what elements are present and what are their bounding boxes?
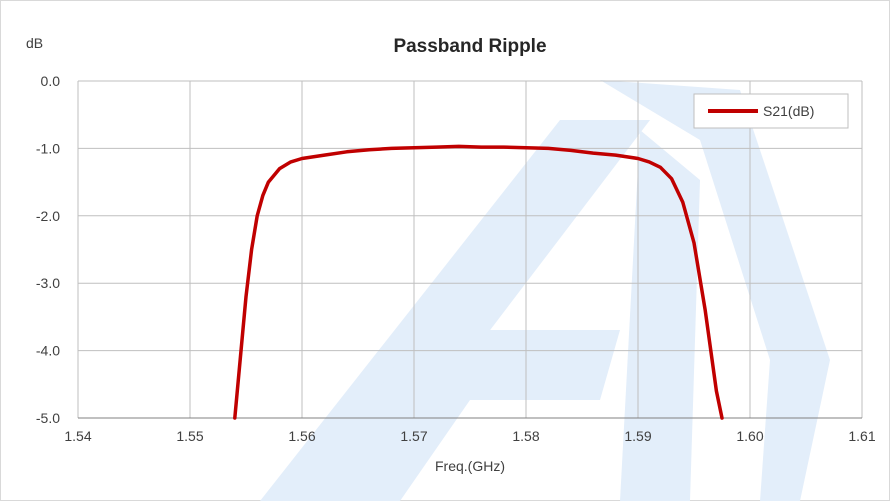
- y-tick-label: -3.0: [36, 275, 60, 291]
- y-tick-label: -4.0: [36, 343, 60, 359]
- legend: S21(dB): [693, 93, 849, 129]
- y-tick-label: -2.0: [36, 208, 60, 224]
- x-tick-label: 1.60: [736, 428, 763, 444]
- y-tick-label: -5.0: [36, 410, 60, 426]
- x-axis-label: Freq.(GHz): [435, 458, 505, 474]
- x-tick-label: 1.57: [400, 428, 427, 444]
- y-tick-label: 0.0: [41, 73, 61, 89]
- x-tick-label: 1.58: [512, 428, 539, 444]
- x-tick-label: 1.54: [64, 428, 91, 444]
- x-tick-label: 1.61: [848, 428, 875, 444]
- x-tick-label: 1.56: [288, 428, 315, 444]
- series-line-s21: [233, 144, 724, 420]
- x-tick-label: 1.55: [176, 428, 203, 444]
- chart-title: Passband Ripple: [393, 36, 546, 57]
- tick-labels: 1.54 1.55 1.56 1.57 1.58 1.59 1.60 1.61 0.0 -1.0 -…: [36, 73, 876, 444]
- y-tick-label: -1.0: [36, 140, 60, 156]
- x-tick-label: 1.59: [624, 428, 651, 444]
- legend-label: S21(dB): [763, 103, 814, 119]
- watermark-logo: [260, 80, 830, 501]
- series-layer: [233, 144, 724, 420]
- y-axis-label: dB: [26, 35, 43, 51]
